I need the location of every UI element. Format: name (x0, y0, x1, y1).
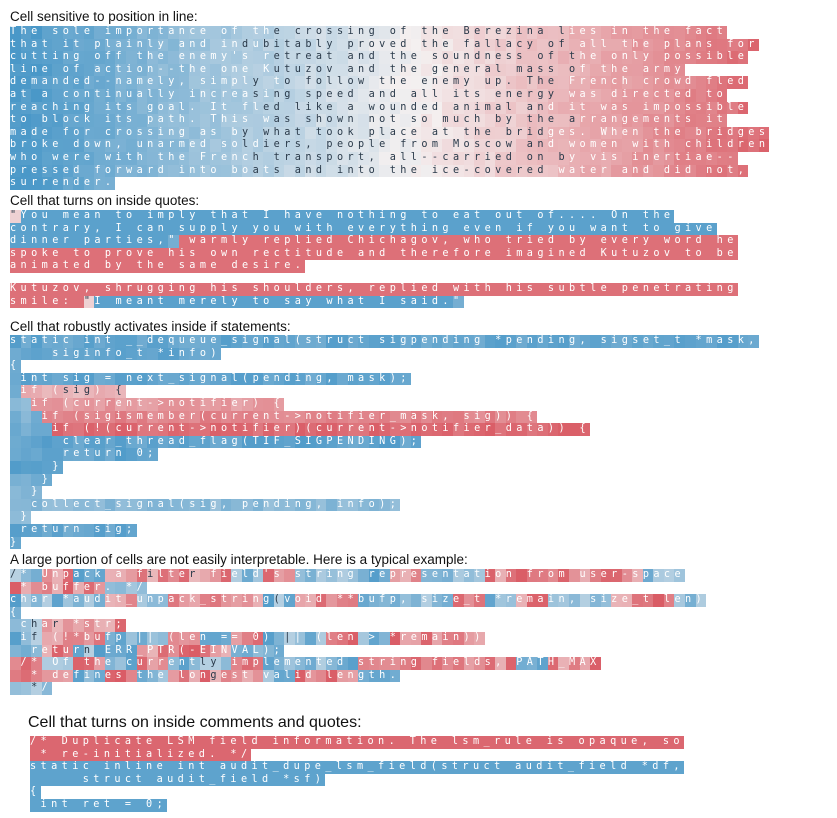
code-panel-comments: /* Duplicate LSM field information. The … (30, 736, 684, 812)
text-line: { (10, 360, 21, 373)
text-line: demanded--namely, simply to follow the e… (10, 76, 749, 89)
text-line: The sole importance of the crossing of t… (10, 26, 728, 39)
text-panel-position: The sole importance of the crossing of t… (10, 26, 770, 190)
text-line: */ (10, 682, 706, 695)
text-line: /* Duplicate LSM field information. The … (30, 736, 684, 749)
text-line: clear_thread_flag(TIF_SIGPENDING); (10, 435, 759, 449)
text-line: if (current->notifier) { (10, 397, 759, 411)
text-line: spoke to prove his own rectitude and the… (10, 247, 738, 261)
text-line: at a continually increasing speed and al… (10, 88, 728, 102)
text-line: Kutuzov, shrugging his shoulders, replie… (10, 282, 738, 296)
text-line: pressed forward into boats and into the … (10, 164, 749, 178)
text-line: if (!*bufp || (len == 0) || (len > *rema… (10, 631, 706, 645)
text-line: siginfo_t *info) (10, 347, 759, 361)
text-line: int ret = 0; (30, 798, 684, 812)
text-line: /* Unpack a filter field's string repres… (10, 569, 685, 582)
text-line: smile: "I meant merely to say what I sai… (10, 295, 464, 309)
text-line: } (10, 511, 759, 524)
text-line: } (10, 486, 759, 499)
text-line: } (10, 536, 21, 550)
code-panel-ifs: static int __dequeue_signal(struct sigpe… (10, 335, 759, 550)
text-line: return sig; (10, 523, 759, 537)
text-line: int sig = next_signal(pending, mask); (10, 372, 759, 386)
text-line: * buffer. */ (10, 581, 706, 595)
section-heading-comments: Cell that turns on inside comments and q… (28, 714, 362, 731)
text-line: reaching its goal. It fled like a wounde… (10, 101, 749, 115)
text-line: return 0; (10, 448, 759, 461)
section-heading-mixed: A large portion of cells are not easily … (10, 552, 468, 567)
text-line: who were with the French transport, all-… (10, 151, 738, 165)
section-heading-ifs: Cell that robustly activates inside if s… (10, 319, 291, 334)
text-line: dinner parties," warmly replied Chichago… (10, 235, 738, 248)
text-line: static inline int audit_dupe_lsm_field(s… (30, 761, 684, 774)
text-line: } (10, 460, 759, 474)
text-line: line of action--the one Kutuzov and the … (10, 63, 685, 77)
text-line (10, 273, 738, 283)
text-line: made for crossing as by what took place … (10, 126, 770, 140)
text-line: * defines the longest valid length. (10, 669, 706, 683)
text-line: * re-initialized. */ (30, 748, 684, 762)
text-line: char *audit_unpack_string(void **bufp, s… (10, 594, 707, 607)
text-line: broke down, unarmed soldiers, people fro… (10, 139, 770, 152)
text-line: static int __dequeue_signal(struct sigpe… (10, 335, 759, 348)
text-line: that it plainly and indubitably proved t… (10, 38, 759, 52)
text-panel-quotes: "You mean to imply that I have nothing t… (10, 210, 738, 309)
section-heading-position: Cell sensitive to position in line: (10, 9, 198, 24)
section-heading-quotes: Cell that turns on inside quotes: (10, 193, 200, 208)
text-line: contrary, I can supply you with everythi… (10, 222, 717, 236)
code-panel-mixed: /* Unpack a filter field's string repres… (10, 569, 707, 695)
text-line: if (sig) { (10, 385, 759, 398)
text-line: if (sigismember(current->notifier_mask, … (10, 410, 759, 424)
text-line: "You mean to imply that I have nothing t… (10, 210, 675, 223)
text-line: } (10, 473, 759, 487)
text-line: { (10, 606, 21, 620)
text-line: { (30, 786, 41, 799)
text-line: char *str; (10, 619, 706, 632)
text-line: collect_signal(sig, pending, info); (10, 498, 759, 512)
text-line: cutting off the enemy's retreat and the … (10, 51, 749, 64)
text-line: return ERR_PTR(-EINVAL); (10, 644, 706, 658)
text-line: struct audit_field *sf) (30, 773, 684, 787)
text-line: to block its path. This was shown not so… (10, 114, 728, 127)
text-line: surrender. (10, 177, 116, 190)
text-line: if (!(current->notifier)(current->notifi… (10, 423, 759, 436)
text-line: /* Of the currently implemented string f… (10, 657, 706, 670)
text-line: animated by the same desire. (10, 260, 306, 273)
